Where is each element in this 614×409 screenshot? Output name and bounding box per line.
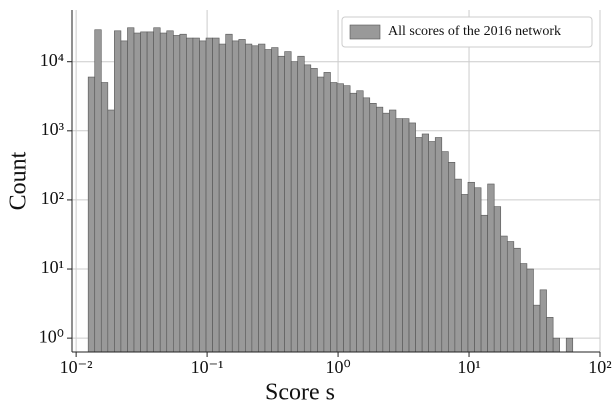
bar <box>493 206 502 353</box>
bar <box>114 30 122 353</box>
bar <box>153 27 161 353</box>
bar <box>467 181 475 353</box>
bar <box>140 31 148 353</box>
bar <box>487 183 495 353</box>
y-axis-label: Count <box>6 151 32 210</box>
bar <box>87 76 96 353</box>
bar <box>408 122 416 353</box>
bar <box>526 268 534 353</box>
bar <box>258 43 266 353</box>
bar <box>107 109 115 353</box>
x-axis-label: Score s <box>265 380 335 406</box>
bar <box>448 162 456 353</box>
bar <box>284 51 292 353</box>
bar <box>303 64 312 353</box>
bar <box>264 49 272 353</box>
y-tick-label: 10³ <box>41 119 65 139</box>
bar <box>520 263 528 353</box>
bar <box>343 85 351 353</box>
bar <box>454 178 462 353</box>
bar <box>480 214 488 353</box>
x-tick-label: 10⁻² <box>60 357 93 377</box>
bar <box>271 47 279 353</box>
bar <box>179 33 187 353</box>
bar <box>474 187 482 353</box>
bar <box>362 97 371 353</box>
bar <box>133 32 141 353</box>
bar <box>369 103 377 353</box>
legend-swatch <box>349 24 381 40</box>
legend-label: All scores of the 2016 network <box>388 24 561 39</box>
x-tick-label: 10⁻¹ <box>191 357 224 377</box>
bar <box>192 37 200 353</box>
bar <box>330 82 338 353</box>
bar <box>310 68 318 353</box>
bar <box>173 35 181 353</box>
bar <box>297 55 305 353</box>
y-tick-label: 10² <box>41 188 64 208</box>
y-tick-label: 10⁴ <box>40 50 64 70</box>
bar <box>166 30 174 353</box>
bar <box>238 39 246 353</box>
bar <box>127 27 135 353</box>
y-tick-label: 10⁰ <box>39 326 64 346</box>
bar <box>539 289 547 353</box>
bar <box>317 76 325 353</box>
bar <box>565 337 574 353</box>
legend-box <box>341 16 593 48</box>
bar <box>533 304 541 353</box>
bar <box>218 43 227 353</box>
bar <box>290 61 299 353</box>
bar <box>323 72 331 353</box>
bar <box>120 40 128 353</box>
bar <box>434 137 443 353</box>
bar <box>94 29 102 353</box>
bar <box>506 241 515 353</box>
bar <box>382 112 390 353</box>
bar <box>336 83 344 353</box>
x-tick-label: 10² <box>588 357 611 377</box>
bar <box>100 82 109 353</box>
bar <box>356 90 364 353</box>
bar <box>552 337 560 353</box>
bar <box>500 235 508 353</box>
x-tick-label: 10¹ <box>457 357 480 377</box>
bar <box>513 247 521 353</box>
bar <box>245 43 253 353</box>
bar <box>251 45 259 353</box>
bar <box>389 109 397 353</box>
bar <box>428 141 436 353</box>
bar <box>415 137 423 353</box>
bar <box>231 40 240 353</box>
bar <box>186 37 194 353</box>
bar <box>402 118 410 353</box>
bar <box>546 317 554 353</box>
bar <box>461 194 469 353</box>
bar <box>376 106 384 353</box>
bar <box>212 37 220 353</box>
bar <box>421 133 429 353</box>
bar <box>146 31 154 353</box>
bar <box>205 37 213 353</box>
bar <box>349 92 357 353</box>
x-tick-label: 10⁰ <box>325 357 350 377</box>
bar <box>395 118 403 353</box>
y-tick-label: 10¹ <box>41 257 64 277</box>
bar <box>199 40 207 353</box>
bar <box>277 55 285 353</box>
bar <box>225 33 233 353</box>
bar <box>159 32 168 353</box>
bar <box>441 151 449 353</box>
